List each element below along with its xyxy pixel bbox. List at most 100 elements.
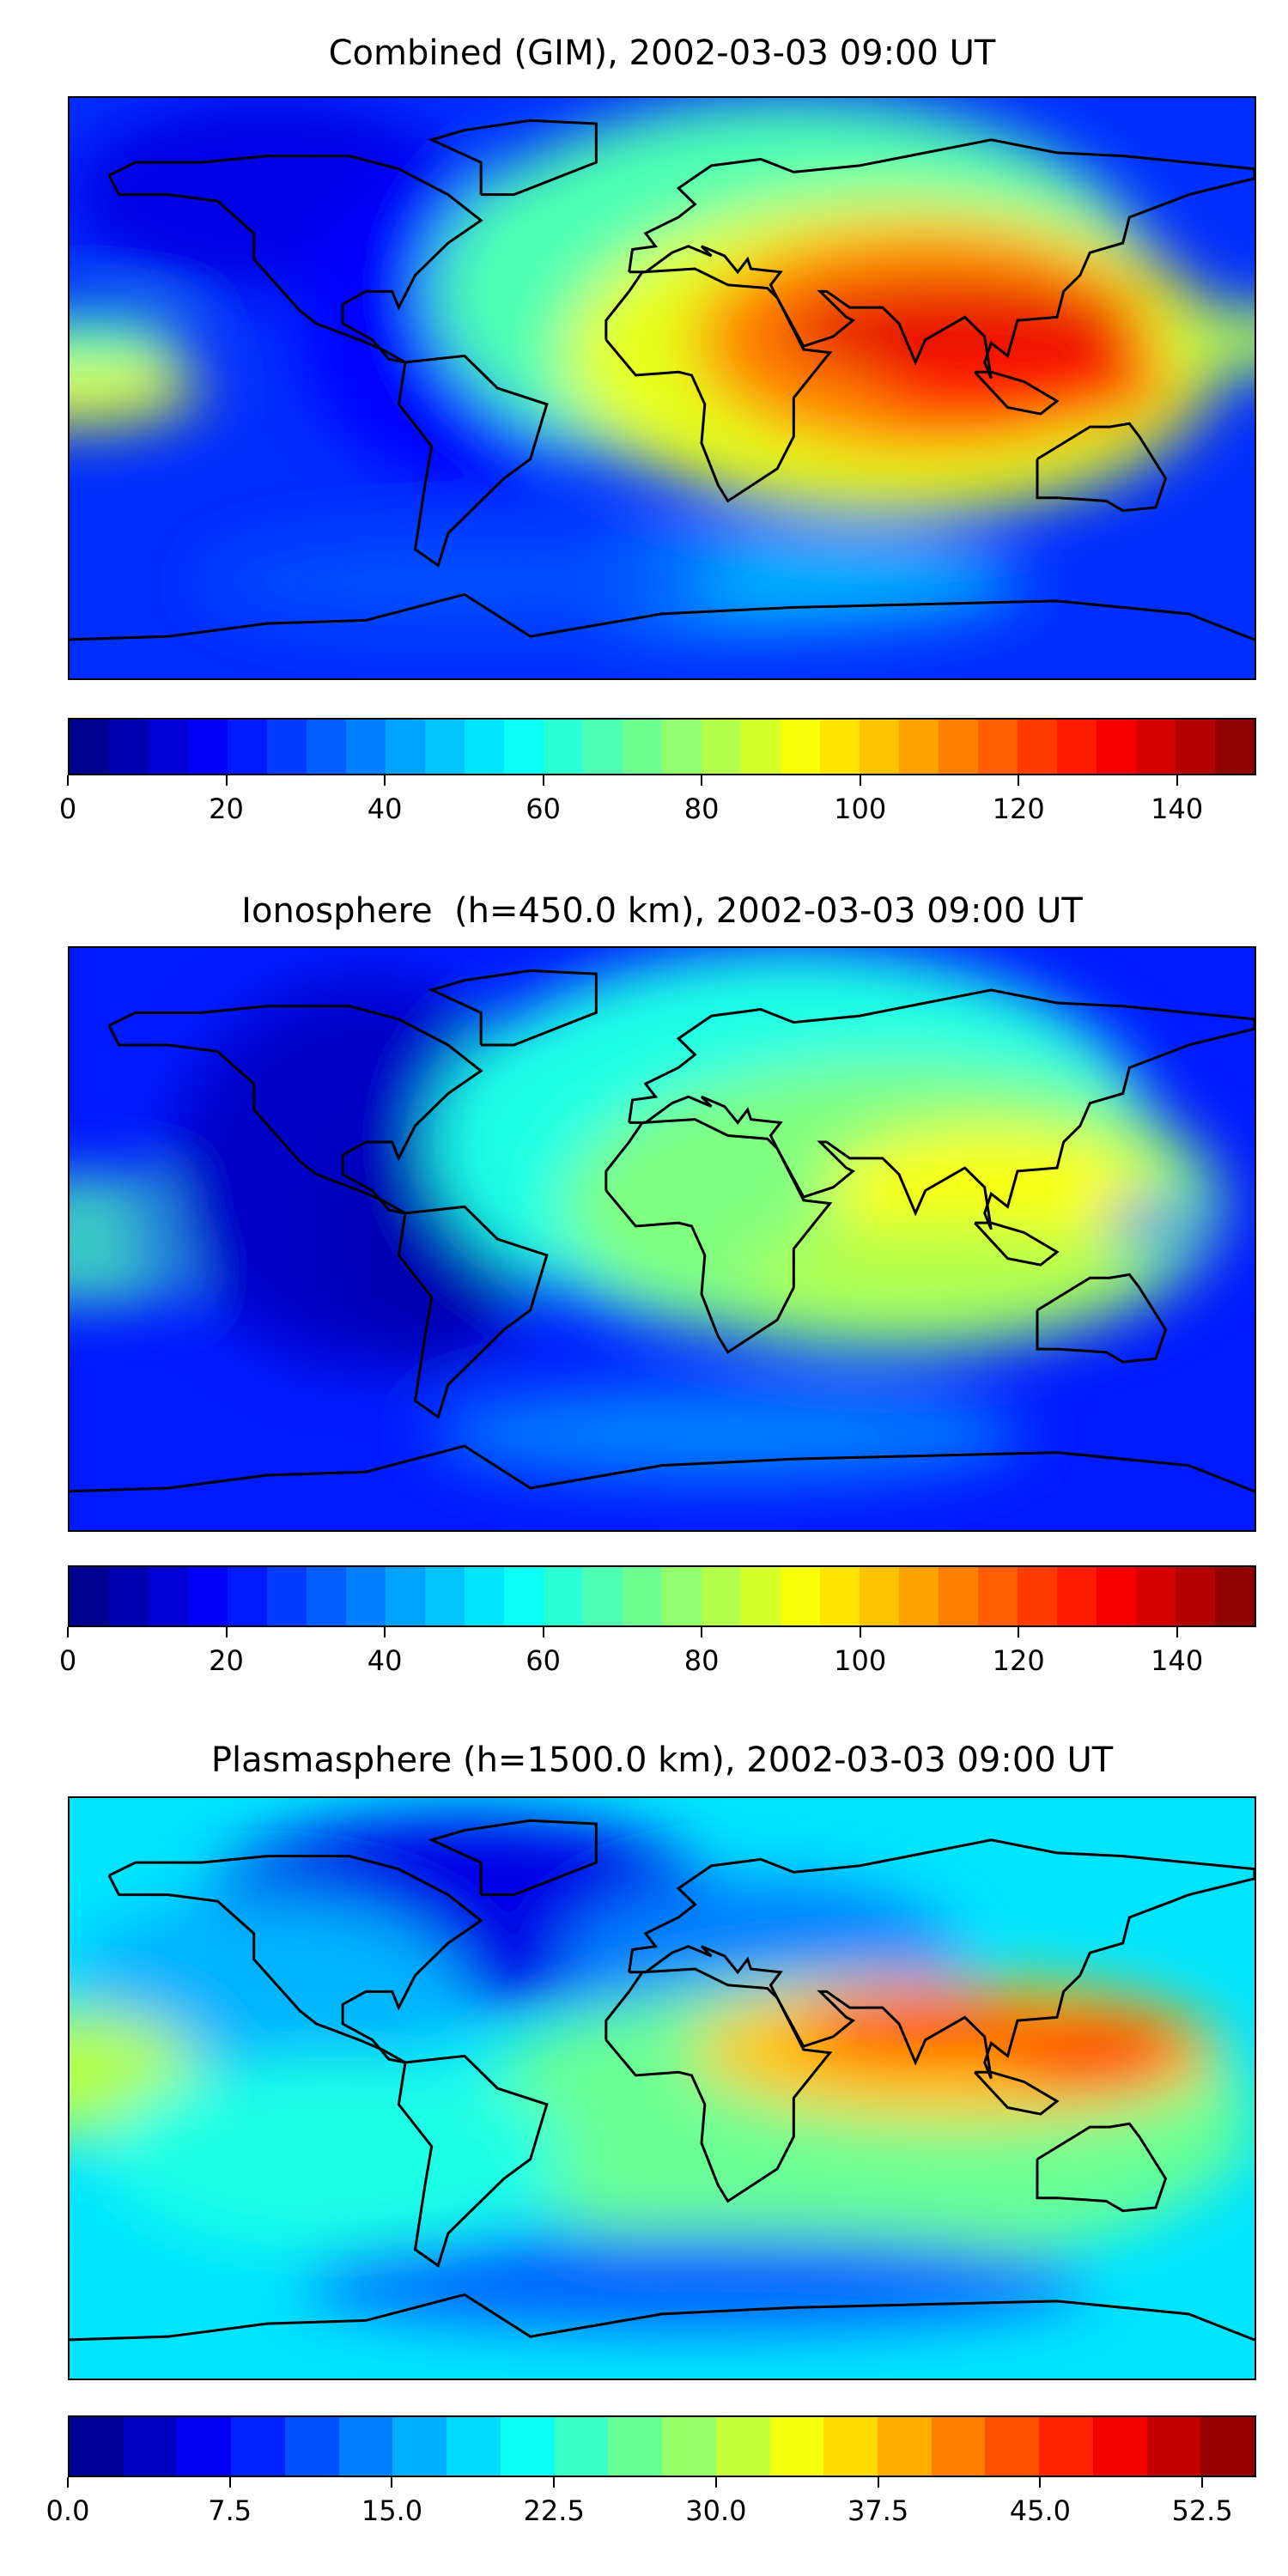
colorbar-tick-label: 0: [58, 793, 77, 825]
colorbar-tick-label: 140: [1151, 1644, 1204, 1677]
colorbar-tick: [1018, 1627, 1020, 1637]
colorbar-plasmasphere: [68, 2415, 1256, 2477]
field-contour: [431, 1384, 1024, 1482]
colorbar-tick: [1176, 775, 1178, 786]
colorbar-level: [307, 720, 346, 774]
colorbar-tick-label: 100: [834, 793, 887, 825]
colorbar-level: [386, 1567, 425, 1625]
colorbar-level: [1097, 1567, 1136, 1625]
colorbar-level: [149, 720, 188, 774]
colorbar-level: [123, 2417, 178, 2476]
colorbar-level: [781, 720, 820, 774]
colorbar-tick: [225, 1627, 228, 1637]
colorbar-level: [781, 1567, 820, 1625]
field-contour: [826, 1126, 1156, 1255]
colorbar-tick-label: 7.5: [208, 2494, 252, 2527]
colorbar-level: [1215, 720, 1255, 774]
colorbar-tick: [67, 1627, 69, 1637]
colorbar-level: [386, 720, 425, 774]
colorbar-tick-label: 120: [992, 793, 1045, 825]
coastline-africa: [606, 1969, 830, 2201]
coastline-australia: [1037, 423, 1166, 510]
colorbar-ticks-combined: 0 20 40 60 80 100 120 140: [59, 775, 1256, 835]
plot-title-ionosphere: Ionosphere (h=450.0 km), 2002-03-03 09:0…: [241, 891, 1083, 931]
colorbar-level: [231, 2417, 285, 2476]
colorbar-level: [338, 2417, 393, 2476]
colorbar-level: [425, 720, 465, 774]
coastline-indonesia: [975, 372, 1057, 414]
coastline-south-america: [398, 2056, 546, 2265]
colorbar-level: [425, 1567, 465, 1625]
map-plasmasphere: [68, 1796, 1256, 2380]
field-contour: [876, 349, 1173, 428]
coastline-north-america: [109, 1856, 481, 2063]
colorbar-tick: [1201, 2477, 1204, 2488]
colorbar-tick-label: 40: [367, 793, 403, 825]
colorbar-tick-label: 100: [834, 1644, 887, 1677]
coastline-australia: [1037, 2123, 1166, 2210]
coastline-greenland: [432, 120, 597, 194]
colorbar-tick-label: 22.5: [523, 2494, 585, 2527]
colorbar-tick: [1176, 1627, 1178, 1637]
colorbar-level: [1018, 1567, 1057, 1625]
colorbar-tick: [228, 2477, 231, 2488]
colorbar-tick-label: 120: [992, 1644, 1045, 1677]
coastline-indonesia: [975, 2072, 1057, 2114]
coastline-australia: [1037, 1274, 1166, 1362]
colorbar-level: [346, 1567, 386, 1625]
colorbar-tick: [877, 2477, 879, 2488]
colorbar-level: [662, 1567, 702, 1625]
coastline-greenland: [432, 970, 597, 1045]
map-combined: [68, 96, 1256, 680]
colorbar-level: [608, 2417, 663, 2476]
colorbar-level: [1136, 1567, 1176, 1625]
colorbar-level: [1136, 720, 1176, 774]
colorbar-level: [931, 2417, 986, 2476]
colorbar-ticks-ionosphere: 0 20 40 60 80 100 120 140: [59, 1627, 1256, 1687]
coastline-north-america: [109, 156, 481, 362]
colorbar-level: [583, 1567, 623, 1625]
colorbar-level: [741, 1567, 781, 1625]
field-contour: [991, 2010, 1189, 2088]
coastline-south-america: [398, 1206, 546, 1417]
field-contour: [1106, 1203, 1206, 1242]
colorbar-tick-label: 20: [209, 1644, 244, 1677]
colorbar-level: [465, 1567, 504, 1625]
colorbar-tick: [384, 775, 386, 786]
colorbar-level: [109, 720, 149, 774]
colorbar-level: [504, 1567, 544, 1625]
colorbar-level: [1146, 2417, 1201, 2476]
field-contour: [300, 2233, 1091, 2330]
colorbar-level: [662, 2417, 716, 2476]
colorbar-level: [978, 1567, 1018, 1625]
field-contour: [1172, 307, 1255, 373]
colorbar-tick: [542, 775, 544, 786]
field-contour: [70, 313, 185, 366]
colorbar-level: [307, 1567, 346, 1625]
colorbar-tick-label: 60: [526, 793, 561, 825]
colorbar-level: [939, 720, 978, 774]
colorbar-tick: [1018, 775, 1020, 786]
colorbar-ticks-plasmasphere: 0.0 7.5 15.0 22.5 30.0 37.5 45.0 52.5: [46, 2477, 1256, 2537]
colorbar-tick-label: 37.5: [848, 2494, 909, 2527]
colorbar-level: [583, 720, 623, 774]
coastline-antarctica: [70, 594, 1255, 640]
colorbar-level: [554, 2417, 609, 2476]
colorbar-tick-label: 40: [367, 1644, 403, 1677]
plot-title-combined: Combined (GIM), 2002-03-03 09:00 UT: [328, 33, 996, 73]
colorbar-ionosphere: [68, 1565, 1256, 1627]
colorbar-level: [702, 720, 741, 774]
coastline-antarctica: [70, 1446, 1255, 1492]
colorbar-level: [188, 1567, 228, 1625]
colorbar-level: [500, 2417, 555, 2476]
colorbar-level: [1057, 1567, 1097, 1625]
colorbar-level: [939, 1567, 978, 1625]
colorbar-tick-label: 52.5: [1171, 2494, 1233, 2527]
colorbar-tick: [1039, 2477, 1042, 2488]
colorbar-level: [823, 2417, 878, 2476]
plot-title-plasmasphere: Plasmasphere (h=1500.0 km), 2002-03-03 0…: [210, 1741, 1114, 1780]
colorbar-level: [70, 2417, 124, 2476]
colorbar-level: [228, 1567, 267, 1625]
colorbar-tick: [701, 1627, 703, 1637]
colorbar-level: [820, 1567, 860, 1625]
